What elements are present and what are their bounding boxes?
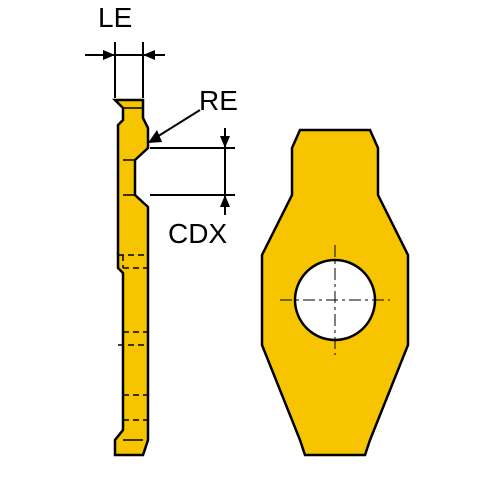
side-profile-body [115, 100, 148, 455]
label-cdx: CDX [168, 218, 227, 250]
dimension-re [148, 110, 200, 143]
side-profile-view [115, 100, 148, 455]
label-le: LE [98, 2, 132, 34]
dimension-le [85, 42, 165, 98]
arrow-head [103, 50, 115, 60]
arrow-head [143, 50, 155, 60]
arrow-head [220, 195, 230, 207]
label-re: RE [199, 85, 238, 117]
arrow-head [220, 136, 230, 148]
arrow-head [148, 130, 162, 143]
dimension-cdx [150, 128, 235, 215]
front-view [262, 130, 408, 455]
technical-diagram [0, 0, 500, 500]
